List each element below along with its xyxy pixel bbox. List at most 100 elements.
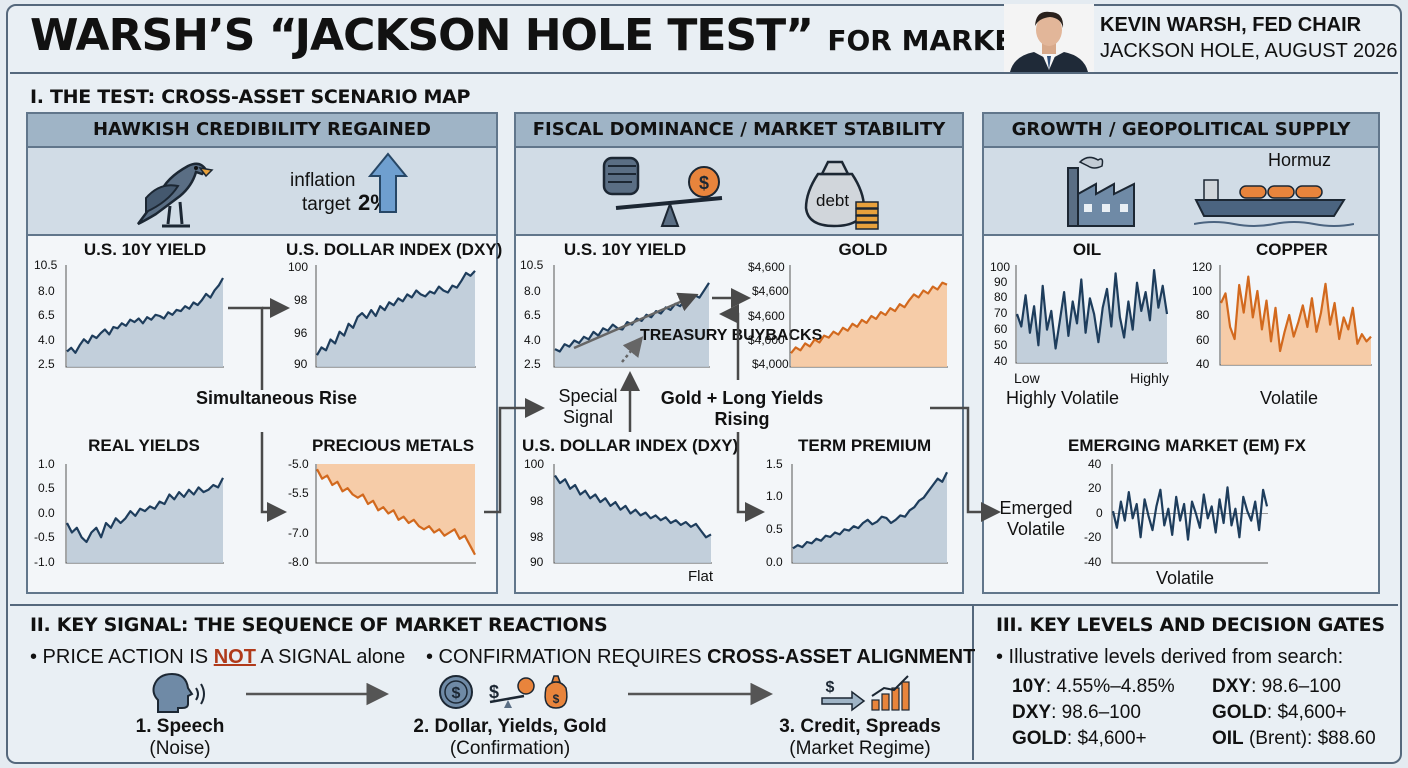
chart-10y-title: U.S. 10Y YIELD (83, 240, 207, 259)
chair-name: KEVIN WARSH, FED CHAIR (1100, 14, 1362, 36)
section-1-title: I. THE TEST: CROSS-ASSET SCENARIO MAP (30, 86, 471, 108)
series-area (317, 464, 475, 555)
chart-em-tick: -20 (1084, 530, 1102, 544)
chart-real-yields (65, 464, 224, 564)
chart-10y-b-tick: 2.5 (524, 357, 541, 371)
chart-gold-tick: $4,600 (748, 309, 785, 323)
series-line (316, 270, 476, 356)
svg-text:$: $ (553, 692, 560, 706)
chart-real-tick: -1.0 (34, 555, 55, 569)
section-3-title: III. KEY LEVELS AND DECISION GATES (996, 614, 1385, 636)
chart-em-fx-title: EMERGING MARKET (EM) FX (1068, 436, 1306, 455)
step-credit-spreads: 3. Credit, Spreads (Market Regime) (779, 716, 941, 759)
em-bottom-note: Volatile (1156, 568, 1215, 588)
series-area (317, 270, 475, 367)
chart-precious-tick: -5.0 (288, 457, 309, 471)
chart-axis (1111, 464, 1268, 564)
chart-10y-tick: 6.5 (38, 308, 55, 322)
speaking-head-icon (152, 672, 205, 713)
chart-dxy-title: U.S. DOLLAR INDEX (DXY) (286, 240, 503, 259)
chart-10y-tick: 4.0 (38, 333, 55, 347)
avatar (1004, 4, 1094, 72)
series-line (1220, 275, 1372, 353)
chart-dxy-tick: 100 (288, 260, 309, 274)
chart-term-premium-title: TERM PREMIUM (798, 436, 932, 455)
chart-10y-b-tick: 6.5 (524, 308, 541, 322)
chart-10y-tick: 2.5 (38, 357, 55, 371)
chart-dxy-tick: 98 (294, 293, 308, 307)
chart-gold-tick: $4,000 (752, 357, 789, 371)
step-speech: 1. Speech (Noise) (135, 716, 225, 759)
chair-event: JACKSON HOLE, AUGUST 2026 (1100, 40, 1398, 62)
chart-10y-b-tick: 8.0 (524, 284, 541, 298)
chart-gold (789, 265, 948, 368)
bullet-price-action: • PRICE ACTION IS NOT A SIGNAL alone (30, 646, 406, 668)
chart-gold-title: GOLD (838, 240, 888, 259)
chart-10y-tick: 8.0 (38, 284, 55, 298)
header-divider (10, 72, 1398, 74)
chart-dxy-b-tick: 90 (530, 555, 544, 569)
chart-oil-tick: 50 (994, 338, 1008, 352)
balance-scale-icon: $ (602, 156, 723, 227)
chart-10y-b-tick: 10.5 (520, 258, 544, 272)
special-signal-label: Special Signal (558, 386, 618, 427)
panel-fiscal-icons: $ debt (516, 148, 962, 236)
level-gold: GOLD: $4,600+ (1212, 702, 1347, 723)
svg-text:$: $ (489, 682, 499, 702)
tanker-ship-icon (1194, 179, 1354, 227)
chart-oil-tick: 70 (994, 306, 1008, 320)
chart-10y-b-title: U.S. 10Y YIELD (563, 240, 687, 259)
level-oil: OIL (Brent): $88.60 (1212, 728, 1376, 749)
level-gold: GOLD: $4,600+ (1012, 728, 1147, 749)
svg-text:$: $ (826, 679, 835, 696)
dollar-yields-gold-icons: $ $ $ (439, 675, 568, 709)
chart-term-tick: 1.0 (766, 489, 783, 503)
series-line (1111, 486, 1269, 541)
chart-precious-tick: -5.5 (288, 486, 309, 500)
level-dxy: DXY: 98.6–100 (1012, 702, 1141, 723)
chart-term-tick: 0.5 (766, 522, 783, 536)
series-line (554, 474, 712, 539)
hawk-icon (136, 162, 214, 228)
target-word: target (302, 194, 351, 215)
debt-word: debt (816, 191, 850, 210)
chart-dxy-tick: 96 (294, 326, 308, 340)
chart-oil (1015, 265, 1169, 364)
chart-gold-tick: $4,000 (748, 333, 785, 347)
oil-high-label: Highly (1130, 370, 1169, 386)
chart-em-tick: -40 (1084, 555, 1102, 569)
panel-hawkish-icons: inflation target 2% (28, 148, 496, 236)
series-line (792, 471, 948, 550)
treasury-buybacks-label: TREASURY BUYBACKS (640, 327, 823, 344)
chart-em-fx (1111, 464, 1269, 564)
chart-precious-tick: -7.0 (288, 526, 309, 540)
chart-copper-tick: 100 (1192, 284, 1213, 298)
chart-oil-tick: 60 (994, 322, 1008, 336)
chart-dxy-b-tick: 98 (530, 530, 544, 544)
chart-real-yields-title: REAL YIELDS (88, 436, 200, 455)
simultaneous-rise-label: Simultaneous Rise (196, 388, 358, 408)
copper-note: Volatile (1260, 388, 1319, 408)
chart-dxy-b-tick: 100 (524, 457, 545, 471)
step-dollar-yields-gold: 2. Dollar, Yields, Gold (Confirmation) (413, 716, 607, 759)
panel-hawkish-heading: HAWKISH CREDIBILITY REGAINED (28, 114, 496, 148)
series-area (67, 278, 223, 367)
chart-real-tick: 1.0 (38, 457, 55, 471)
series-line (316, 468, 476, 556)
chart-gold-tick: $4,600 (748, 260, 785, 274)
chart-10y (65, 265, 224, 368)
debt-bag-icon (804, 160, 879, 230)
panel-growth-icons: Hormuz (984, 148, 1378, 236)
series-area (67, 477, 223, 563)
level-dxy: DXY: 98.6–100 (1212, 676, 1341, 697)
panel-growth-heading: GROWTH / GEOPOLITICAL SUPPLY (984, 114, 1378, 148)
hormuz-label: Hormuz (1268, 150, 1332, 170)
chart-real-tick: -0.5 (34, 530, 55, 544)
chart-term-tick: 1.5 (766, 457, 783, 471)
series-area (1221, 276, 1371, 365)
panel-fiscal-heading: FISCAL DOMINANCE / MARKET STABILITY (516, 114, 962, 148)
credit-spreads-icons: $ (821, 675, 910, 712)
chart-precious-tick: -8.0 (288, 555, 309, 569)
chart-oil-title: OIL (1072, 240, 1102, 259)
